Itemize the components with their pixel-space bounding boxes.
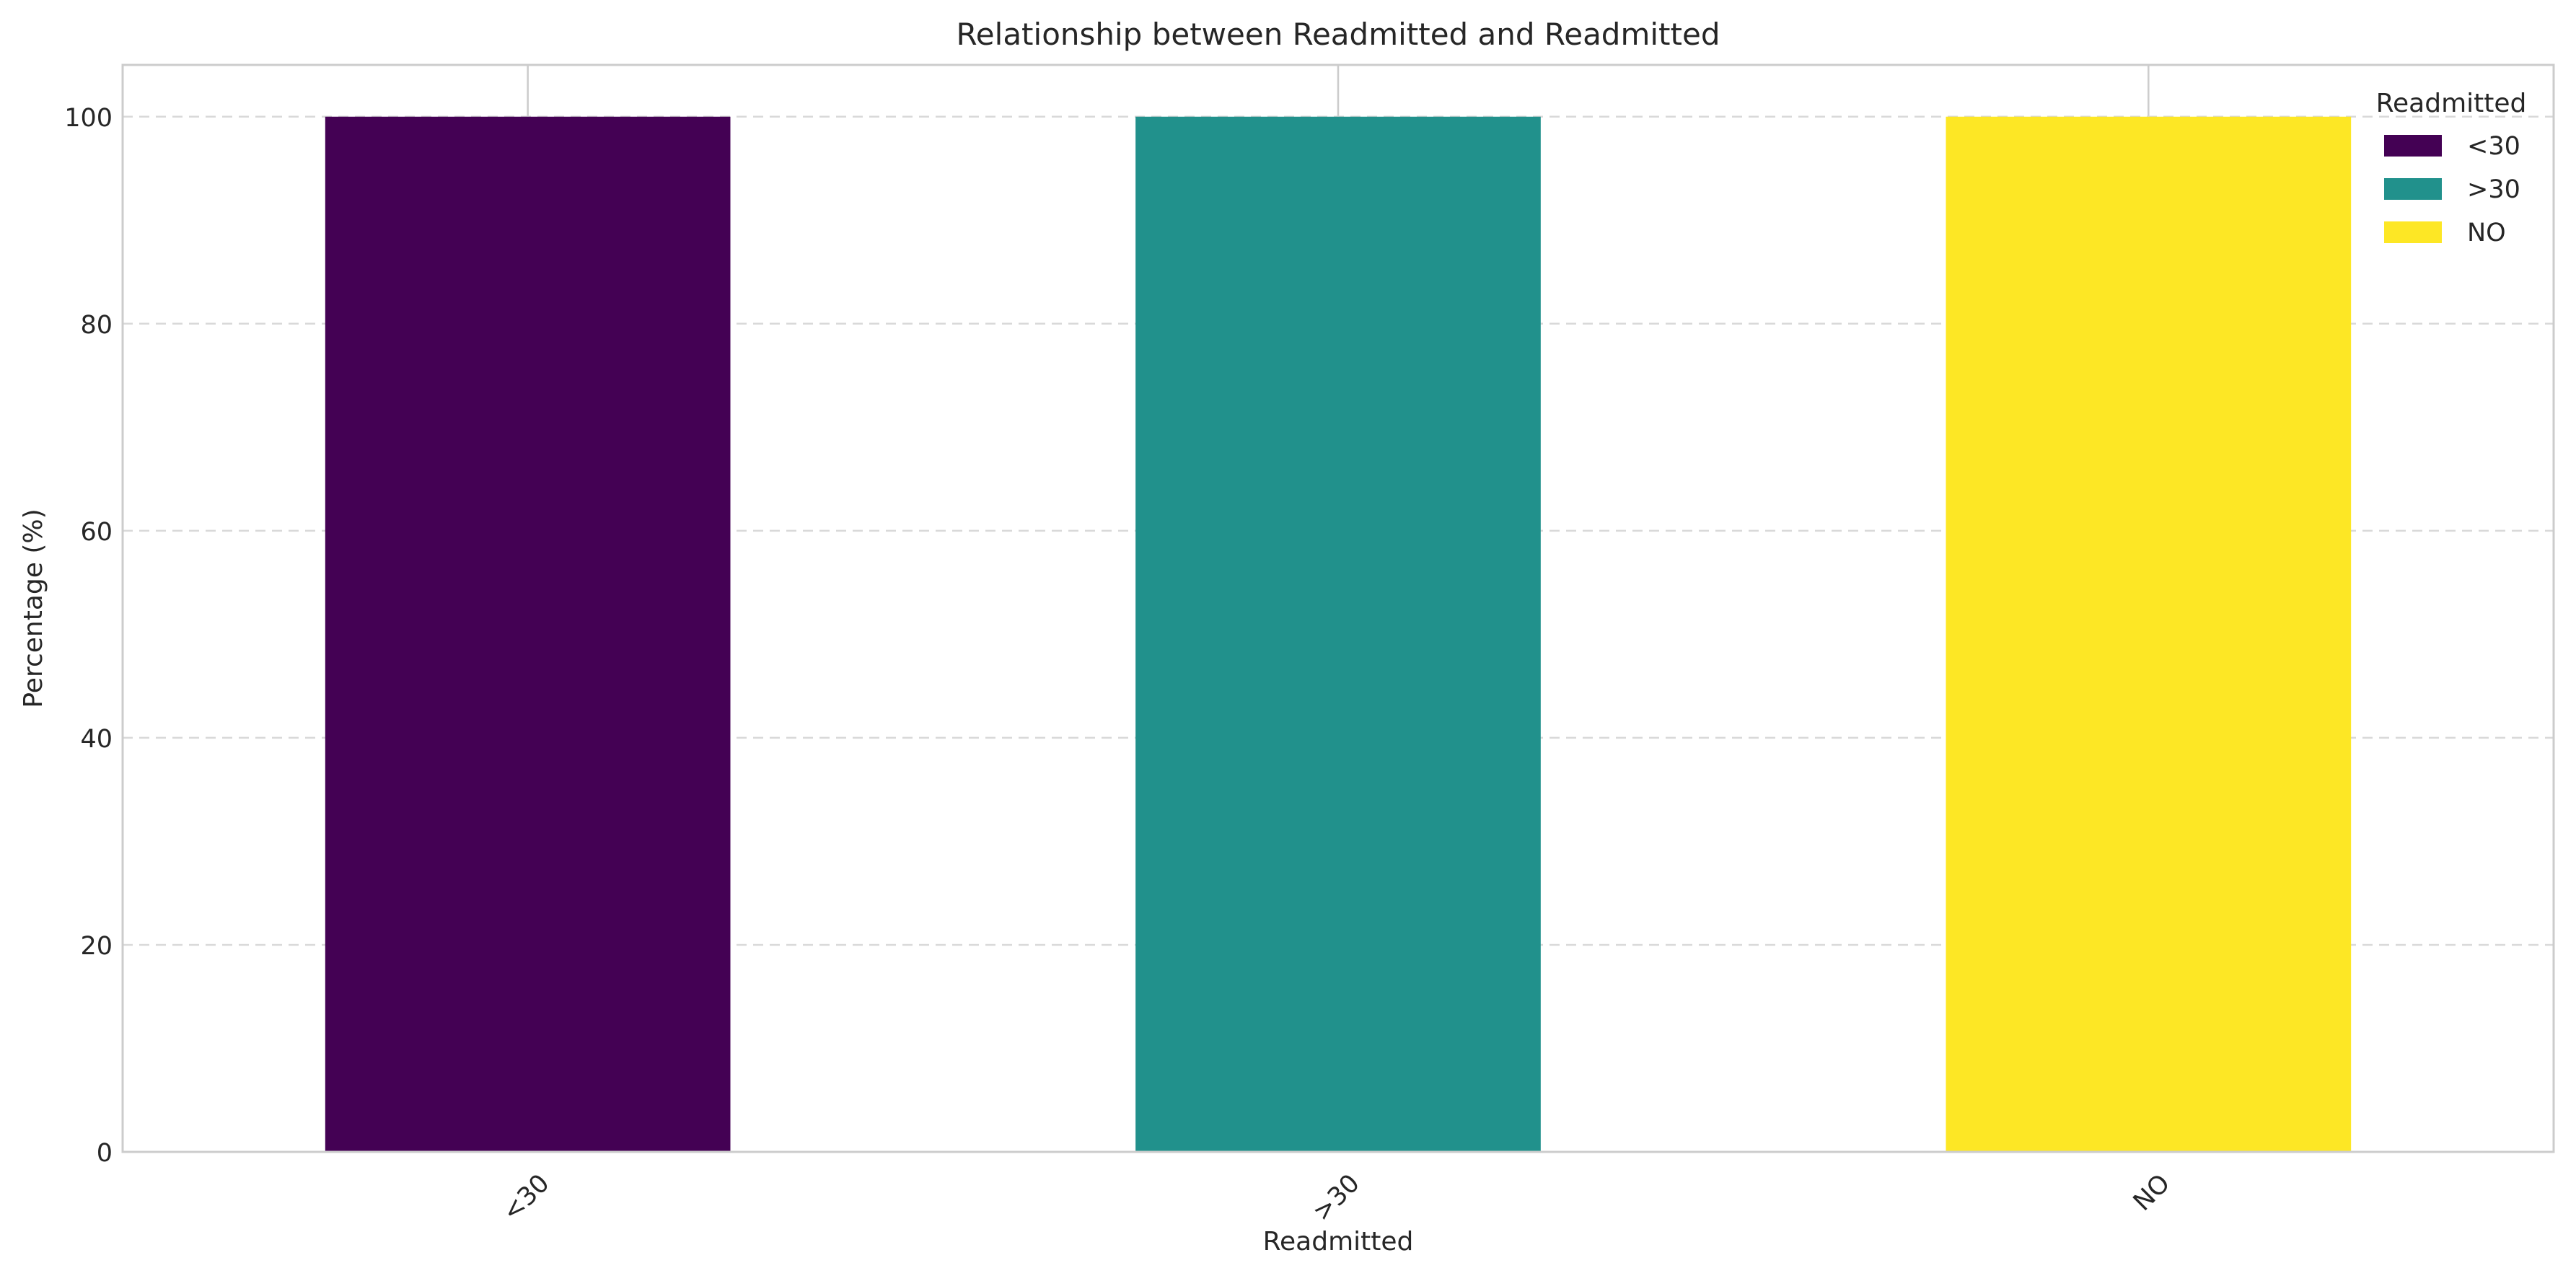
legend-label: NO [2467, 219, 2506, 247]
legend-label: <30 [2467, 132, 2520, 161]
y-tick-label: 40 [80, 725, 113, 754]
y-tick-label: 0 [97, 1139, 113, 1168]
y-tick-label: 100 [64, 104, 113, 133]
legend-swatch [2384, 135, 2442, 157]
y-axis-label: Percentage (%) [19, 509, 48, 708]
y-tick-label: 60 [80, 518, 113, 547]
y-tick-label: 80 [80, 311, 113, 340]
chart-title: Relationship between Readmitted and Read… [957, 17, 1720, 52]
bar-segment [1135, 117, 1541, 1152]
bar-segment [325, 117, 731, 1152]
legend-swatch [2384, 178, 2442, 200]
legend-swatch [2384, 221, 2442, 243]
x-axis-label: Readmitted [1263, 1227, 1414, 1256]
legend-label: >30 [2467, 175, 2520, 204]
bars-layer [325, 117, 2351, 1152]
bar-segment [1946, 117, 2352, 1152]
y-tick-label: 20 [80, 932, 113, 961]
legend-title: Readmitted [2376, 89, 2527, 118]
